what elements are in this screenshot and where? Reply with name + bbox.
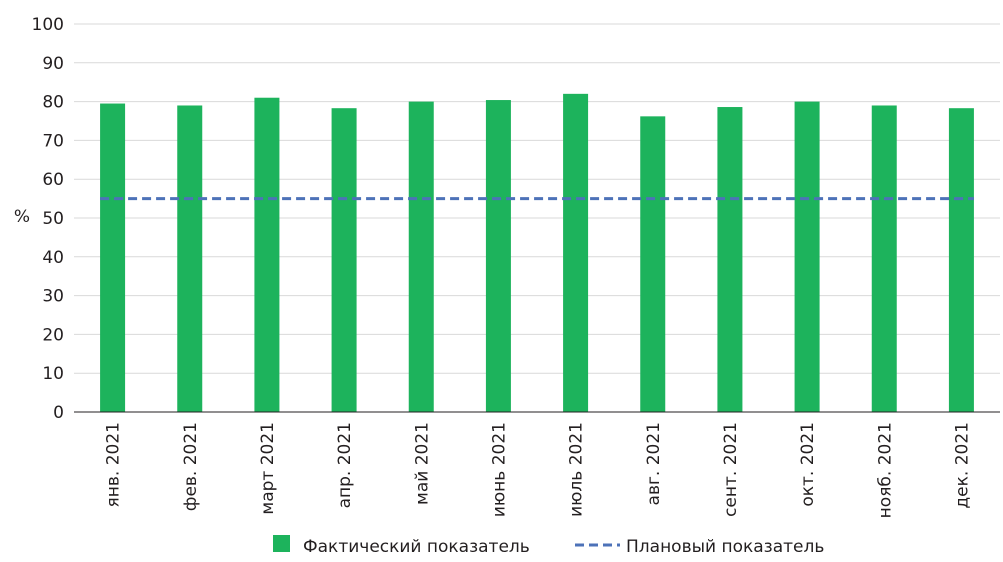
bar [485, 100, 511, 412]
x-tick-label: дек. 2021 [952, 422, 972, 509]
y-tick-label: 30 [42, 287, 64, 307]
x-tick-label: май 2021 [412, 422, 432, 505]
x-tick-label: янв. 2021 [104, 422, 124, 507]
x-axis-tick-labels: янв. 2021 фев. 2021 март 2021 апр. 2021 май … [104, 422, 973, 518]
y-tick-label: 70 [42, 131, 64, 151]
x-tick-label: сент. 2021 [721, 422, 741, 517]
x-tick-label: июль 2021 [567, 422, 587, 517]
bar [254, 97, 280, 412]
bar [948, 108, 974, 413]
bar [871, 105, 897, 412]
bar [717, 107, 743, 413]
x-tick-label: нояб. 2021 [875, 422, 895, 518]
y-tick-label: 10 [42, 364, 64, 384]
x-tick-label: авг. 2021 [644, 422, 664, 505]
y-axis-label: % [14, 207, 30, 227]
y-tick-label: 40 [42, 248, 64, 268]
y-tick-label: 100 [32, 15, 64, 35]
legend-label-actual: Фактический показатель [303, 537, 530, 557]
y-tick-label: 80 [42, 93, 64, 113]
bar [331, 108, 357, 413]
bar [100, 103, 126, 412]
bar [640, 116, 666, 413]
y-tick-label: 90 [42, 54, 64, 74]
x-tick-label: фев. 2021 [181, 422, 201, 511]
x-tick-label: июнь 2021 [489, 422, 509, 517]
legend-label-plan: Плановый показатель [626, 537, 824, 557]
x-tick-label: март 2021 [258, 422, 278, 515]
x-tick-label: апр. 2021 [335, 422, 355, 508]
gridlines [74, 23, 1000, 374]
y-tick-label: 60 [42, 170, 64, 190]
x-tick-label: окт. 2021 [798, 422, 818, 507]
bar [177, 105, 203, 412]
y-tick-label: 20 [42, 325, 64, 345]
bar [408, 101, 434, 412]
bar [794, 101, 820, 412]
y-tick-label: 50 [42, 209, 64, 229]
legend-swatch-actual [273, 535, 290, 552]
legend: Фактический показатель Плановый показате… [273, 535, 824, 557]
y-tick-label: 0 [53, 403, 64, 423]
y-axis-tick-labels: 0 10 20 30 40 50 60 70 80 90 100 [32, 15, 64, 423]
bar [563, 93, 589, 412]
bars [100, 93, 974, 413]
